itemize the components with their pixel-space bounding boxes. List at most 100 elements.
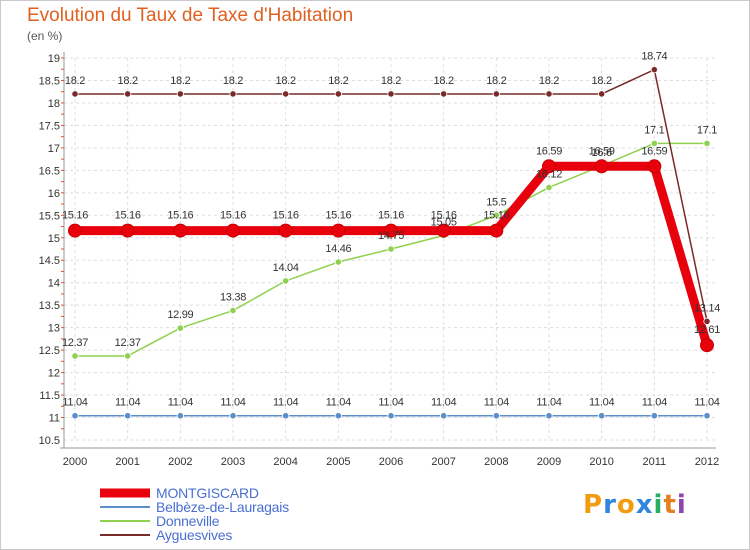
logo-letter: i (676, 490, 687, 520)
data-label-donneville: 16.12 (536, 168, 562, 180)
data-point-montgiscard (700, 338, 714, 353)
data-label-belb-ze-de-lauragais: 11.04 (326, 397, 351, 409)
legend-item-montgiscard: MONTGISCARD (100, 485, 400, 501)
chart-title: Evolution du Taux de Taxe d'Habitation (27, 5, 354, 26)
data-label-ayguesvives: 18.2 (223, 75, 243, 87)
data-point-donneville (124, 352, 132, 360)
logo-letter: P (583, 490, 604, 520)
data-point-ayguesvives (334, 90, 342, 98)
data-point-donneville (282, 277, 290, 285)
y-tick-label: 11.5 (39, 390, 60, 402)
x-tick-label: 2001 (115, 456, 139, 468)
legend-item-ayguesvives: Ayguesvives (100, 527, 400, 543)
data-point-montgiscard (489, 223, 504, 238)
proxiti-logo: Proxiti (583, 490, 687, 520)
x-tick-label: 2000 (63, 456, 87, 468)
data-label-montgiscard: 15.16 (325, 210, 351, 222)
data-point-belb-ze-de-lauragais (124, 412, 132, 420)
data-label-ayguesvives: 18.2 (434, 75, 454, 87)
logo-letter: t (663, 490, 677, 520)
y-tick-label: 13.5 (39, 300, 60, 312)
data-point-ayguesvives (440, 90, 448, 98)
x-tick-label: 2006 (379, 456, 403, 468)
data-point-donneville (387, 245, 395, 253)
data-point-montgiscard (647, 159, 662, 174)
data-label-ayguesvives: 18.2 (65, 75, 85, 87)
data-label-belb-ze-de-lauragais: 11.04 (62, 397, 87, 409)
data-point-ayguesvives (176, 90, 184, 98)
data-point-ayguesvives (124, 90, 132, 98)
x-tick-label: 2012 (695, 456, 719, 468)
x-tick-label: 2003 (221, 456, 245, 468)
data-label-donneville: 14.46 (325, 243, 351, 255)
data-label-belb-ze-de-lauragais: 11.04 (536, 397, 561, 409)
data-label-donneville: 12.37 (115, 337, 141, 349)
data-label-montgiscard: 15.16 (378, 210, 404, 222)
data-label-belb-ze-de-lauragais: 11.04 (484, 397, 509, 409)
data-point-belb-ze-de-lauragais (71, 412, 79, 420)
y-tick-label: 14.5 (39, 255, 60, 267)
data-point-belb-ze-de-lauragais (545, 412, 553, 420)
legend-swatch-donneville (100, 520, 150, 522)
data-label-belb-ze-de-lauragais: 11.04 (431, 397, 456, 409)
data-label-montgiscard: 15.16 (62, 210, 88, 222)
y-tick-label: 19 (48, 53, 60, 65)
data-point-donneville (650, 139, 658, 147)
data-label-donneville: 12.99 (167, 309, 193, 321)
data-point-montgiscard (173, 223, 188, 238)
y-tick-label: 18 (48, 98, 60, 110)
data-label-belb-ze-de-lauragais: 11.04 (115, 397, 140, 409)
data-label-belb-ze-de-lauragais: 11.04 (642, 397, 667, 409)
data-point-donneville (492, 211, 500, 219)
y-tick-label: 12 (48, 368, 60, 380)
data-label-montgiscard: 16.59 (589, 145, 615, 157)
y-tick-label: 15 (48, 233, 60, 245)
data-label-montgiscard: 12.61 (694, 324, 720, 336)
legend-label-belb-ze-de-lauragais: Belbèze-de-Lauragais (156, 499, 289, 515)
data-label-donneville: 14.75 (378, 230, 404, 242)
data-point-belb-ze-de-lauragais (703, 412, 711, 420)
y-tick-label: 11 (49, 413, 60, 425)
data-point-ayguesvives (598, 90, 606, 98)
data-label-ayguesvives: 13.14 (694, 302, 720, 314)
data-label-ayguesvives: 18.2 (328, 75, 348, 87)
data-label-belb-ze-de-lauragais: 11.04 (168, 397, 193, 409)
data-label-donneville: 16.6 (592, 147, 612, 159)
data-point-belb-ze-de-lauragais (440, 412, 448, 420)
data-point-donneville (334, 258, 342, 266)
data-label-montgiscard: 15.16 (431, 210, 457, 222)
data-label-donneville: 13.38 (220, 292, 246, 304)
data-point-montgiscard (542, 159, 556, 174)
x-tick-label: 2002 (168, 456, 192, 468)
data-point-ayguesvives (545, 90, 553, 98)
data-point-donneville (703, 139, 711, 147)
x-tick-label: 2007 (431, 456, 455, 468)
data-label-belb-ze-de-lauragais: 11.04 (378, 397, 403, 409)
y-tick-label: 14 (48, 278, 60, 290)
x-tick-label: 2004 (273, 456, 297, 468)
x-tick-label: 2011 (643, 456, 667, 468)
legend-item-donneville: Donneville (100, 513, 400, 529)
data-point-ayguesvives (282, 90, 290, 98)
data-point-ayguesvives (71, 90, 79, 98)
y-tick-label: 15.5 (39, 210, 60, 222)
data-point-belb-ze-de-lauragais (229, 412, 237, 420)
data-label-ayguesvives: 18.2 (276, 75, 296, 87)
legend-label-montgiscard: MONTGISCARD (156, 485, 259, 501)
data-point-montgiscard (384, 223, 398, 238)
data-label-ayguesvives: 18.2 (539, 75, 559, 87)
logo-letter: i (653, 490, 664, 520)
data-label-belb-ze-de-lauragais: 11.04 (220, 397, 245, 409)
data-point-donneville (545, 183, 553, 192)
x-tick-label: 2008 (484, 456, 508, 468)
data-label-ayguesvives: 18.2 (170, 75, 190, 87)
data-label-montgiscard: 15.16 (115, 210, 141, 222)
data-point-montgiscard (68, 223, 82, 238)
data-label-ayguesvives: 18.2 (592, 75, 612, 87)
x-tick-label: 2010 (589, 456, 613, 468)
data-point-montgiscard (436, 223, 451, 238)
y-tick-label: 13 (48, 323, 60, 335)
series-layer (68, 66, 714, 420)
data-point-montgiscard (594, 159, 609, 174)
data-label-donneville: 12.37 (62, 337, 88, 349)
